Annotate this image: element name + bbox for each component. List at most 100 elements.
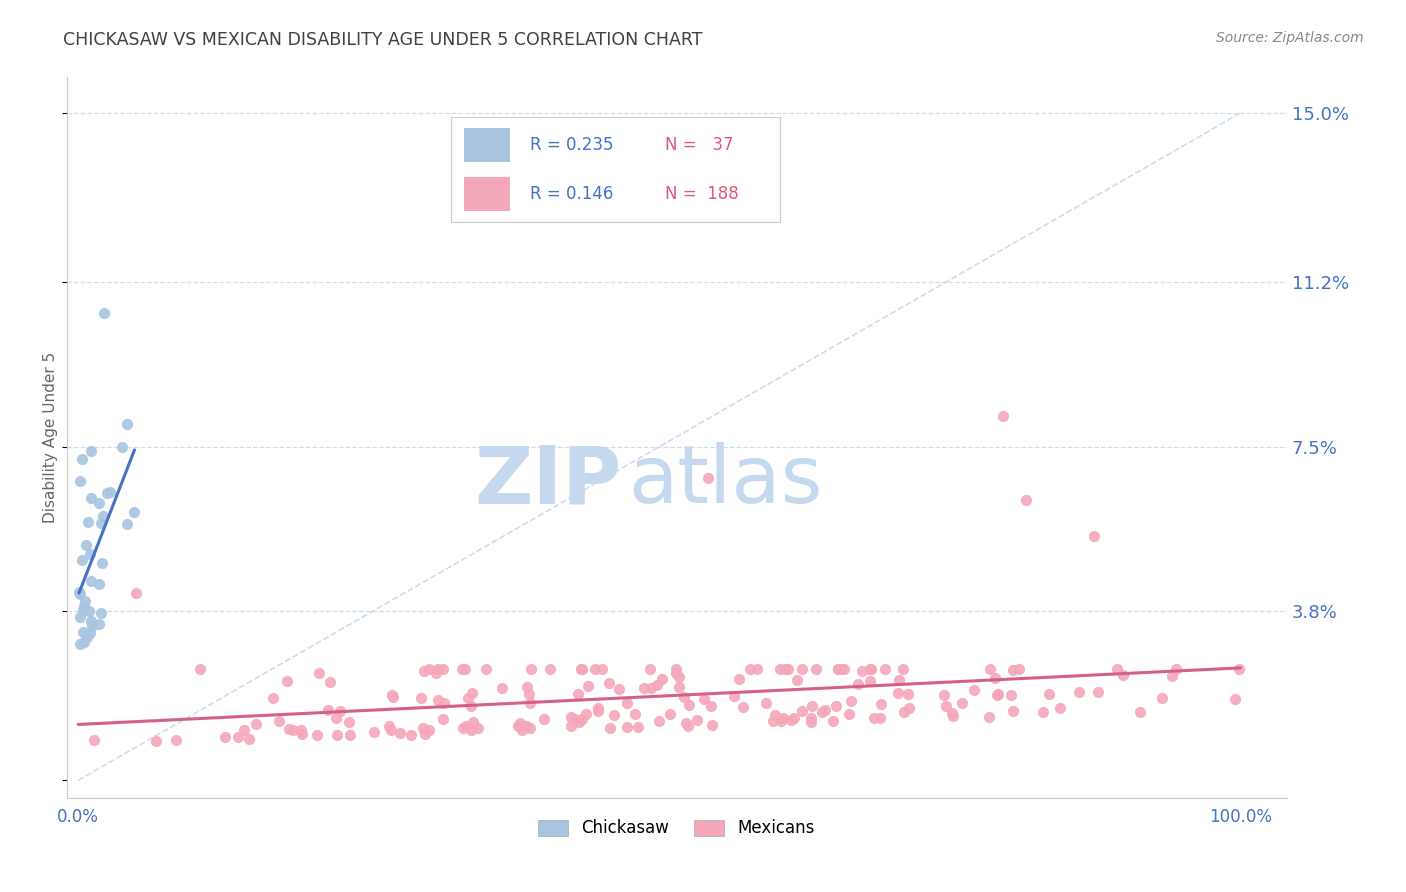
Y-axis label: Disability Age Under 5: Disability Age Under 5	[44, 352, 58, 524]
Point	[891, 662, 914, 676]
Point	[1067, 685, 1090, 699]
Point	[491, 681, 513, 695]
Point	[638, 662, 661, 676]
Point	[515, 719, 537, 733]
Point	[804, 662, 827, 676]
Point	[291, 727, 314, 741]
Point	[859, 662, 882, 676]
Point	[800, 699, 823, 714]
Point	[412, 722, 434, 736]
Point	[533, 712, 555, 726]
Point	[90, 556, 112, 570]
Point	[418, 662, 440, 676]
Point	[668, 670, 690, 684]
Text: ZIP: ZIP	[475, 442, 621, 520]
Point	[510, 723, 533, 737]
Point	[645, 678, 668, 692]
Point	[1152, 690, 1174, 705]
Point	[1083, 529, 1105, 543]
Point	[664, 666, 686, 681]
Point	[98, 485, 121, 500]
Point	[262, 691, 284, 706]
Point	[1105, 662, 1128, 676]
Point	[432, 662, 454, 676]
Point	[363, 725, 385, 739]
Point	[591, 662, 613, 676]
Text: CHICKASAW VS MEXICAN DISABILITY AGE UNDER 5 CORRELATION CHART: CHICKASAW VS MEXICAN DISABILITY AGE UNDE…	[63, 31, 703, 49]
Point	[451, 721, 474, 735]
Point	[76, 631, 98, 645]
Point	[165, 733, 187, 747]
Point	[825, 699, 848, 714]
Point	[538, 662, 561, 676]
Point	[72, 603, 94, 617]
Point	[245, 717, 267, 731]
Point	[810, 706, 832, 720]
Point	[586, 700, 609, 714]
Point	[80, 443, 103, 458]
Point	[90, 606, 112, 620]
Point	[467, 721, 489, 735]
Point	[780, 713, 803, 727]
Point	[745, 662, 768, 676]
Point	[830, 662, 852, 676]
Point	[858, 673, 880, 688]
Point	[276, 674, 298, 689]
Point	[461, 686, 484, 700]
Point	[450, 662, 472, 676]
Point	[979, 662, 1001, 676]
Point	[318, 675, 340, 690]
Point	[846, 677, 869, 691]
Point	[1164, 662, 1187, 676]
Text: atlas: atlas	[628, 442, 823, 520]
Point	[731, 700, 754, 714]
Point	[508, 719, 530, 733]
Point	[675, 716, 697, 731]
Point	[307, 728, 329, 742]
Point	[67, 585, 90, 599]
Point	[1000, 688, 1022, 702]
Point	[83, 732, 105, 747]
Point	[686, 713, 709, 727]
Point	[124, 505, 146, 519]
Point	[77, 604, 100, 618]
Point	[859, 662, 882, 676]
Point	[586, 704, 609, 718]
Point	[991, 409, 1014, 423]
Point	[1087, 685, 1109, 699]
Point	[800, 711, 823, 725]
Point	[560, 710, 582, 724]
Point	[226, 730, 249, 744]
Point	[1129, 705, 1152, 719]
Point	[93, 306, 115, 320]
Point	[648, 714, 671, 728]
Point	[115, 517, 138, 532]
Point	[269, 714, 291, 729]
Point	[214, 731, 236, 745]
Point	[1032, 705, 1054, 719]
Point	[673, 690, 696, 704]
Point	[668, 680, 690, 694]
Text: Source: ZipAtlas.com: Source: ZipAtlas.com	[1216, 31, 1364, 45]
Point	[89, 617, 111, 632]
Point	[898, 701, 921, 715]
Point	[700, 698, 723, 713]
Point	[316, 703, 339, 717]
Point	[380, 723, 402, 737]
Point	[1001, 663, 1024, 677]
Point	[339, 728, 361, 742]
Point	[188, 662, 211, 676]
Point	[399, 727, 422, 741]
Point	[411, 691, 433, 706]
Point	[783, 711, 806, 725]
Point	[337, 714, 360, 729]
Point	[389, 725, 412, 739]
Point	[583, 662, 606, 676]
Point	[1038, 687, 1060, 701]
Point	[567, 687, 589, 701]
Point	[460, 699, 482, 714]
Point	[658, 706, 681, 721]
Point	[887, 673, 910, 687]
Point	[571, 712, 593, 726]
Point	[125, 586, 148, 600]
